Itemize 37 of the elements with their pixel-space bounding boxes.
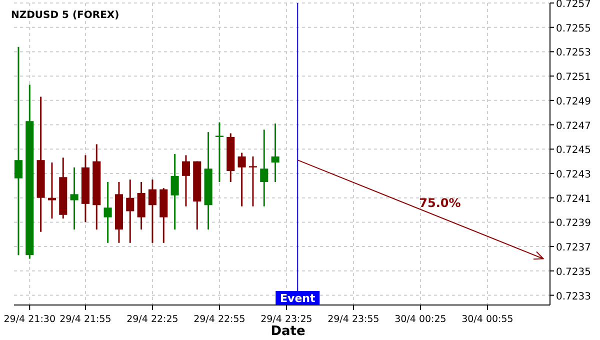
annotation: 75.0% — [419, 196, 461, 210]
candlestick — [70, 166, 78, 230]
candlestick — [248, 156, 257, 208]
y-tick-label: 0.7249 — [556, 96, 591, 108]
y-tick-label: 0.7237 — [556, 242, 591, 254]
text: NZDUSD 5 (FOREX) — [11, 10, 120, 21]
y-tick-label: 0.7253 — [556, 48, 591, 59]
y-tick-label: 0.7241 — [556, 194, 591, 205]
x-tick-label: 29/4 22:25 — [126, 314, 178, 325]
x-axis-title: Date — [270, 324, 306, 339]
x-tick-label: 30/4 00:25 — [394, 314, 446, 325]
y-tick-label: 0.7243 — [556, 169, 591, 180]
y-tick-label: 0.7255 — [556, 23, 591, 34]
y-tick-label: 0.7239 — [556, 218, 591, 230]
candlestick — [260, 128, 268, 208]
candlestick — [148, 178, 156, 244]
candlestick — [215, 122, 224, 183]
x-tick-label: 29/4 21:30 — [4, 314, 56, 325]
y-tick-label: 0.7235 — [556, 266, 591, 278]
candlestick — [271, 122, 280, 183]
x-tick-label: 29/4 23:55 — [328, 314, 380, 325]
candlestick — [48, 162, 56, 220]
y-tick-label: 0.7245 — [556, 145, 591, 156]
y-tick-label: 0.7247 — [556, 120, 591, 132]
candlestick — [104, 181, 112, 244]
ref-line-label: Event — [280, 292, 316, 305]
candlestick — [238, 152, 246, 208]
y-tick-label: 0.7233 — [556, 291, 591, 302]
candlestick — [170, 153, 179, 230]
candlestick — [126, 178, 134, 244]
x-tick-label: 30/4 00:55 — [462, 314, 514, 325]
x-tick-label: 29/4 21:55 — [60, 314, 112, 325]
x-tick-label: 29/4 22:55 — [194, 314, 246, 325]
candlestick — [14, 46, 22, 256]
y-tick-label: 0.7251 — [556, 72, 591, 84]
x-tick-label: 29/4 23:25 — [260, 314, 312, 325]
candlestick — [182, 154, 190, 208]
